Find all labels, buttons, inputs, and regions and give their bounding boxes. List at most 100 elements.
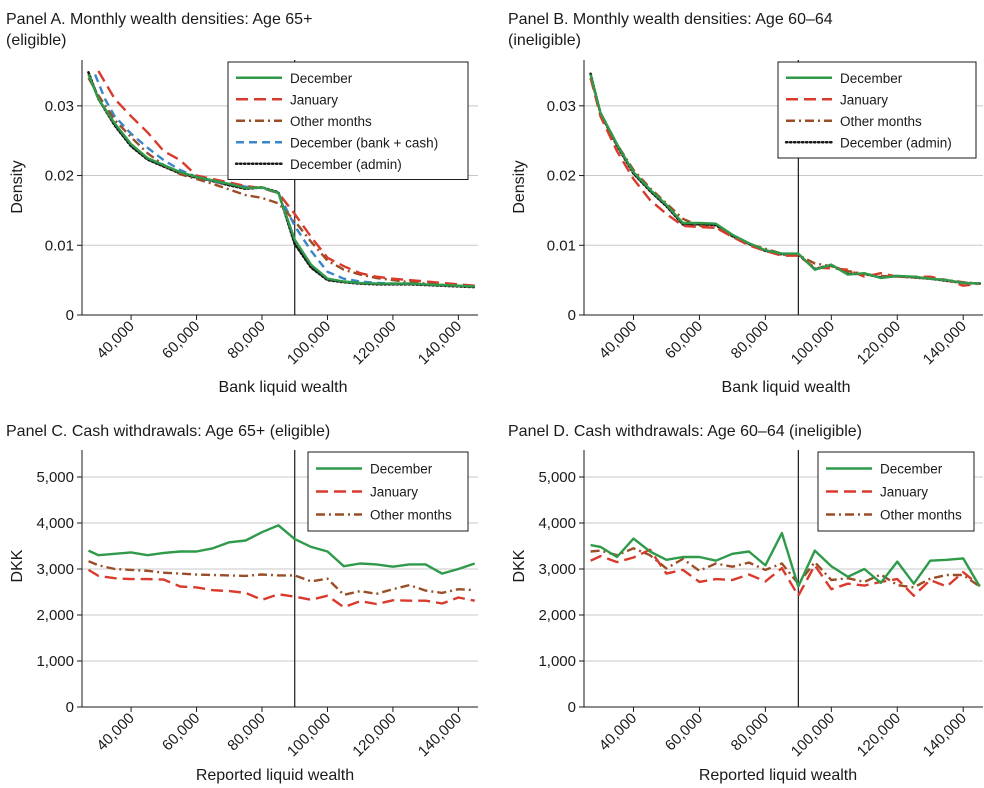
legend-label: December <box>290 71 353 86</box>
series-line <box>87 568 475 609</box>
legend-label: December (admin) <box>290 157 402 172</box>
panel-title-line1: Panel D. Cash withdrawals: Age 60–64 (in… <box>508 423 862 440</box>
x-tick-label: 120,000 <box>349 710 399 760</box>
legend-label: December (admin) <box>840 135 952 150</box>
y-tick-label: 0 <box>66 699 74 716</box>
y-tick-label: 3,000 <box>538 561 576 578</box>
y-tick-label: 0.01 <box>45 237 74 254</box>
panel-b: Panel B. Monthly wealth densities: Age 6… <box>508 11 983 396</box>
plot-area: 0 1,000 2,000 3,000 4,000 5,000 40,000 60,000 80… <box>538 450 983 760</box>
x-tick-label: 60,000 <box>159 710 203 754</box>
y-tick-label: 1,000 <box>538 653 576 670</box>
x-tick-label: 100,000 <box>284 710 334 760</box>
legend-label: December <box>370 462 433 477</box>
series-line <box>87 77 475 288</box>
series-group <box>87 70 476 289</box>
legend-label: December <box>840 71 903 86</box>
x-tick-label: 40,000 <box>596 318 640 362</box>
panel-title-line2: (ineligible) <box>508 32 581 49</box>
panel-title-line1: Panel A. Monthly wealth densities: Age 6… <box>6 11 312 28</box>
x-tick-label: 60,000 <box>662 710 706 754</box>
y-tick-label: 0.03 <box>45 98 74 115</box>
series-line <box>590 548 981 597</box>
legend-label: January <box>880 485 928 500</box>
series-line <box>589 74 980 285</box>
y-axis-label: DKK <box>9 549 26 582</box>
legend: December January Other months December (ban… <box>227 61 469 180</box>
x-tick-label: 40,000 <box>93 710 137 754</box>
series-group <box>589 72 981 287</box>
series-line <box>88 560 475 596</box>
x-tick-label: 140,000 <box>415 710 465 760</box>
y-axis-label: Density <box>9 160 26 213</box>
y-tick-label: 2,000 <box>538 607 576 624</box>
y-tick-label: 0 <box>66 307 74 324</box>
legend-label: January <box>290 92 338 107</box>
x-axis-label: Bank liquid wealth <box>722 379 851 396</box>
x-tick-label: 100,000 <box>284 318 334 368</box>
y-tick-label: 1,000 <box>36 653 74 670</box>
y-tick-label: 4,000 <box>36 515 74 532</box>
y-tick-label: 5,000 <box>36 469 74 486</box>
legend: December January Other months <box>307 451 469 532</box>
legend-label: December (bank + cash) <box>290 135 438 150</box>
y-tick-label: 0.02 <box>547 168 576 185</box>
legend-label: Other months <box>290 114 372 129</box>
y-axis-label: DKK <box>511 549 528 582</box>
series-line <box>87 524 476 575</box>
plot-area: 0 0.01 0.02 0.03 40,000 60,000 80,000 100,000 12… <box>45 60 478 368</box>
x-tick-label: 80,000 <box>728 710 772 754</box>
x-tick-label: 140,000 <box>920 318 970 368</box>
legend: December January Other months December (adm… <box>777 61 977 159</box>
panel-title-line1: Panel B. Monthly wealth densities: Age 6… <box>508 11 833 28</box>
legend-label: Other months <box>840 114 922 129</box>
y-tick-label: 0 <box>568 307 576 324</box>
legend-label: December <box>880 462 943 477</box>
x-tick-label: 100,000 <box>788 710 838 760</box>
x-tick-label: 140,000 <box>920 710 970 760</box>
series-line <box>87 74 475 288</box>
y-tick-label: 3,000 <box>36 561 74 578</box>
plot-area: 0 1,000 2,000 3,000 4,000 5,000 40,000 60,000 80… <box>36 450 478 760</box>
plot-area: 0 0.01 0.02 0.03 40,000 60,000 80,000 100,000 12… <box>547 60 983 368</box>
y-tick-label: 0 <box>568 699 576 716</box>
x-tick-label: 60,000 <box>662 318 706 362</box>
x-tick-label: 120,000 <box>854 318 904 368</box>
panel-c: Panel C. Cash withdrawals: Age 65+ (elig… <box>6 423 478 784</box>
x-tick-label: 60,000 <box>159 318 203 362</box>
series-line <box>590 547 981 589</box>
x-tick-label: 100,000 <box>788 318 838 368</box>
x-axis-label: Reported liquid wealth <box>699 767 857 784</box>
panel-d: Panel D. Cash withdrawals: Age 60–64 (in… <box>508 423 983 784</box>
y-tick-label: 5,000 <box>538 469 576 486</box>
y-axis-label: Density <box>511 160 528 213</box>
x-tick-label: 40,000 <box>596 710 640 754</box>
x-axis-label: Bank liquid wealth <box>219 379 348 396</box>
y-tick-label: 0.01 <box>547 237 576 254</box>
y-tick-label: 0.03 <box>547 98 576 115</box>
y-tick-label: 2,000 <box>36 607 74 624</box>
panel-title-line1: Panel C. Cash withdrawals: Age 65+ (elig… <box>6 423 330 440</box>
x-tick-label: 120,000 <box>854 710 904 760</box>
x-tick-label: 80,000 <box>224 710 268 754</box>
legend: December January Other months <box>817 451 975 532</box>
legend-label: Other months <box>880 508 962 523</box>
series-line <box>97 70 475 287</box>
x-tick-label: 40,000 <box>93 318 137 362</box>
x-axis-label: Reported liquid wealth <box>196 767 354 784</box>
series-line <box>590 531 981 588</box>
legend-label: Other months <box>370 508 452 523</box>
x-tick-label: 80,000 <box>224 318 268 362</box>
x-tick-label: 80,000 <box>728 318 772 362</box>
x-tick-label: 140,000 <box>415 318 465 368</box>
y-tick-label: 0.02 <box>45 168 74 185</box>
legend-label: January <box>840 92 888 107</box>
panel-a: Panel A. Monthly wealth densities: Age 6… <box>6 11 478 396</box>
series-group <box>590 531 981 597</box>
series-group <box>87 524 476 609</box>
legend-label: January <box>370 485 418 500</box>
x-tick-label: 120,000 <box>349 318 399 368</box>
panel-title-line2: (eligible) <box>6 32 66 49</box>
y-tick-label: 4,000 <box>538 515 576 532</box>
